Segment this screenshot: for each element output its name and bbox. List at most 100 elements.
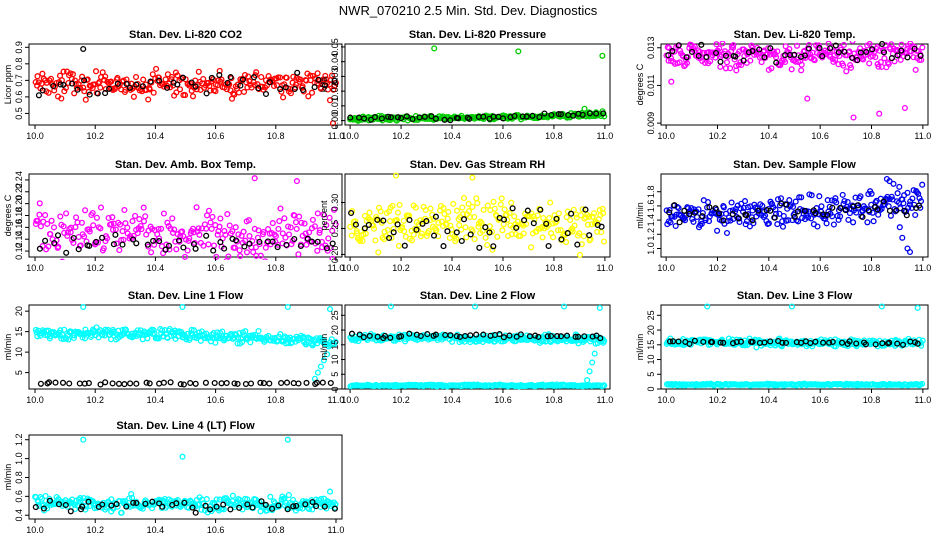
point xyxy=(277,86,284,93)
point xyxy=(808,192,815,199)
y-axis-label: kPa xyxy=(319,77,329,93)
point xyxy=(171,226,178,233)
point xyxy=(879,41,886,48)
point xyxy=(532,332,539,339)
point xyxy=(819,53,826,60)
data-points xyxy=(32,303,339,388)
point xyxy=(473,331,480,338)
x-tick-label: 10.4 xyxy=(443,263,461,273)
point xyxy=(878,303,885,310)
point xyxy=(491,205,498,212)
point xyxy=(296,213,303,220)
point xyxy=(146,86,153,93)
point xyxy=(695,206,702,213)
point xyxy=(484,241,491,249)
point xyxy=(44,220,51,227)
panels: Stan. Dev. Li-820 CO2 10.0 10.2 10.4 10.6 10.… xyxy=(3,29,931,535)
y-tick-label: 0.5 xyxy=(14,107,24,120)
point xyxy=(783,201,790,208)
point xyxy=(466,115,473,122)
point xyxy=(243,249,251,256)
y-tick-label: 0.05 xyxy=(330,38,340,56)
point xyxy=(388,234,395,241)
x-tick-label: 10.4 xyxy=(147,263,165,273)
point xyxy=(919,337,926,344)
point xyxy=(736,218,743,226)
point xyxy=(272,233,279,240)
point xyxy=(413,226,420,233)
point xyxy=(683,60,691,67)
y-axis-label: degrees C xyxy=(635,63,645,105)
plot-frame xyxy=(660,173,929,258)
point xyxy=(94,90,101,97)
point xyxy=(189,225,197,232)
point xyxy=(317,363,324,370)
point xyxy=(140,76,147,83)
point xyxy=(500,334,507,341)
point xyxy=(308,238,315,245)
point xyxy=(290,503,297,510)
point xyxy=(459,204,466,211)
plot-frame xyxy=(28,304,343,390)
point xyxy=(919,44,926,51)
point xyxy=(226,81,233,88)
point xyxy=(329,240,336,247)
point xyxy=(60,81,67,88)
point xyxy=(189,504,196,511)
x-tick-label: 10.8 xyxy=(267,131,285,141)
point xyxy=(205,207,213,214)
x-tick-label: 10.0 xyxy=(341,395,359,405)
point xyxy=(123,503,130,510)
point xyxy=(486,229,493,236)
point xyxy=(360,334,367,341)
point xyxy=(743,212,750,219)
panel-4: Stan. Dev. Amb. Box Temp. 10.0 10.2 10.4 10.… xyxy=(3,159,344,273)
x-tick-label: 10.6 xyxy=(494,263,512,273)
point xyxy=(282,234,289,241)
point xyxy=(246,232,253,240)
series-baseline xyxy=(663,380,926,389)
point xyxy=(865,207,872,214)
point xyxy=(885,60,892,68)
panel-title: Stan. Dev. Gas Stream RH xyxy=(410,159,546,171)
point xyxy=(509,205,516,212)
point xyxy=(150,237,157,244)
point xyxy=(453,333,460,340)
point xyxy=(569,228,576,235)
point xyxy=(45,379,53,386)
point xyxy=(761,339,768,346)
data-points xyxy=(663,175,926,256)
point xyxy=(80,84,87,91)
point xyxy=(804,95,811,102)
point xyxy=(589,359,596,366)
point xyxy=(768,65,775,72)
point xyxy=(874,206,881,213)
point xyxy=(54,232,62,239)
series-other xyxy=(347,45,608,124)
y-tick-label: 0.6 xyxy=(14,490,24,503)
point xyxy=(839,339,846,346)
point xyxy=(850,114,857,121)
point xyxy=(387,114,394,121)
point xyxy=(311,223,318,230)
point xyxy=(138,226,145,233)
point xyxy=(570,206,577,213)
point xyxy=(299,505,306,512)
point xyxy=(69,71,76,78)
point xyxy=(103,504,110,511)
point xyxy=(331,83,338,90)
point xyxy=(232,224,239,231)
series-other xyxy=(32,303,339,382)
point xyxy=(256,241,263,248)
point xyxy=(557,333,565,340)
point xyxy=(909,195,916,202)
series-reference xyxy=(665,41,924,66)
point xyxy=(160,83,168,90)
point xyxy=(180,381,187,388)
point xyxy=(356,237,364,245)
point xyxy=(73,214,80,221)
point xyxy=(255,327,262,335)
point xyxy=(465,208,473,215)
panel-title: Stan. Dev. Sample Flow xyxy=(733,159,856,171)
point xyxy=(586,368,593,375)
